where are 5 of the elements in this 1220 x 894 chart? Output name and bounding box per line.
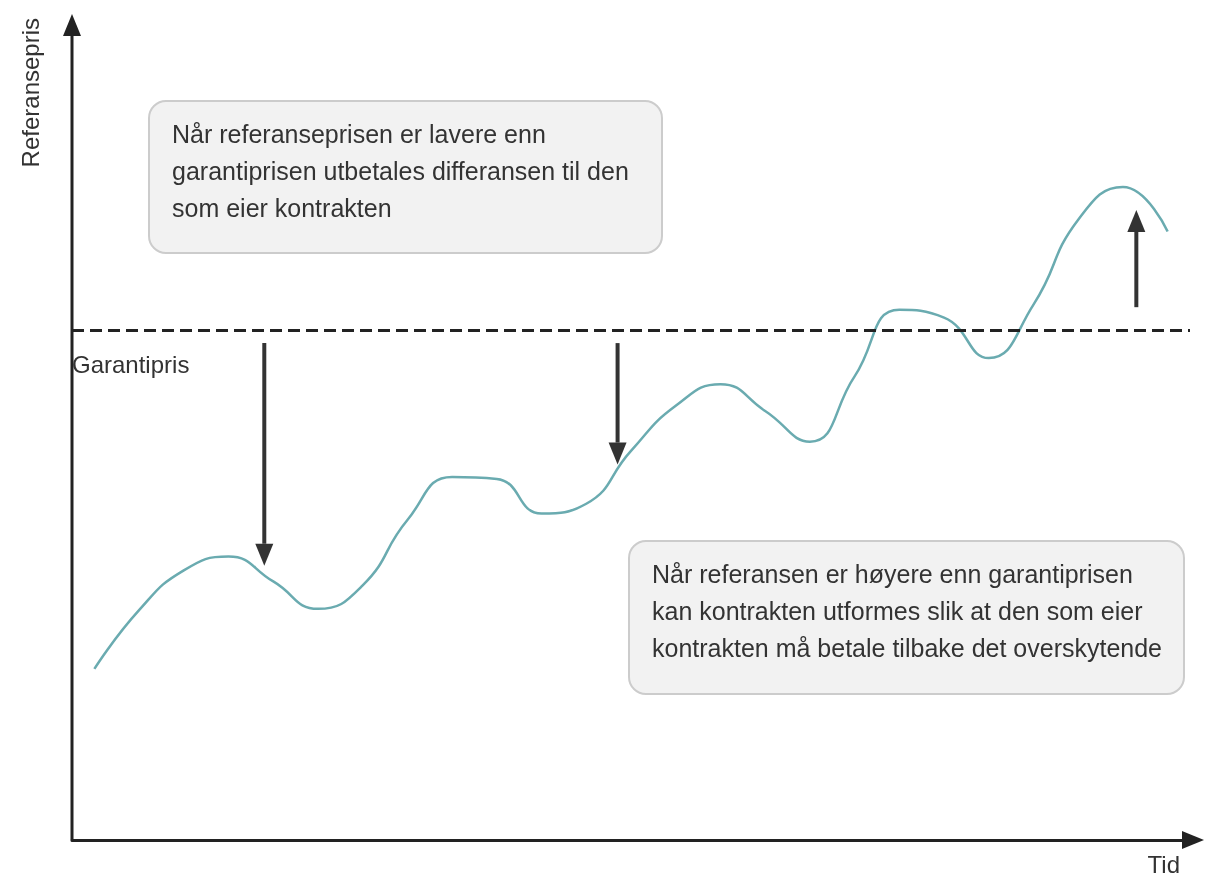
annotation: Når referanseprisen er lavere enn garantiprisen utbetales differansen til den som eier kontrakten xyxy=(172,119,630,224)
x-axis-title: Tid xyxy=(1147,850,1180,878)
y-axis-title: Referansepris xyxy=(16,18,44,168)
ref-line-label: Garantipris xyxy=(72,351,190,379)
annotation: Når referansen er høyere enn garantiprisen kan kontrakten utformes slik at den som eier kontrakten må betale tilbake det overskytende xyxy=(652,559,1164,664)
